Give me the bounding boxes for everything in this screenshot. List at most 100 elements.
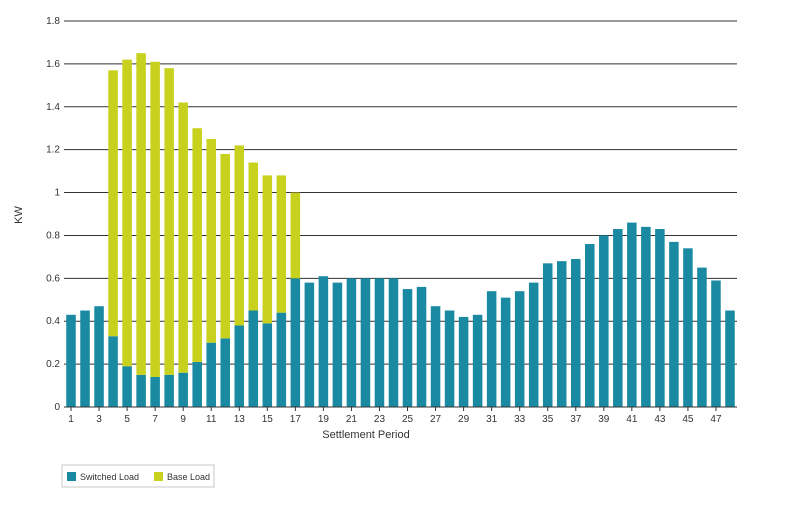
bar-switched-load-15 [262, 323, 273, 407]
bar-switched-load-36 [556, 261, 567, 407]
x-tick-label: 25 [402, 414, 414, 425]
bar-base-load-8 [164, 68, 174, 375]
x-tick-label: 47 [710, 414, 722, 425]
bar-switched-load-24 [388, 278, 399, 407]
legend-label-base-load: Base Load [167, 472, 210, 482]
bar-switched-load-32 [500, 297, 511, 407]
x-tick-label: 37 [570, 414, 582, 425]
bar-base-load-15 [262, 175, 273, 324]
x-axis-ticks: 1 3 5 7 9 11 13 15 17 19 21 23 25 27 29 31 33 35 37 39 41 43 4… [68, 407, 722, 425]
x-tick-label: 39 [598, 414, 610, 425]
bar-switched-load-40 [613, 229, 623, 407]
bar-switched-load-46 [697, 267, 707, 407]
bar-switched-load-21 [346, 278, 357, 407]
bar-base-load-13 [234, 145, 245, 326]
bar-switched-load-11 [206, 342, 216, 407]
y-tick-label: 0.6 [46, 273, 60, 284]
bar-switched-load-45 [683, 248, 693, 407]
bar-switched-load-27 [430, 306, 441, 407]
bar-base-load-10 [192, 128, 202, 362]
bar-switched-load-25 [402, 289, 413, 407]
legend-label-switched-load: Switched Load [80, 472, 139, 482]
bar-switched-load-2 [80, 310, 90, 407]
bar-switched-load-1 [66, 314, 76, 407]
bar-base-load-9 [178, 102, 188, 373]
y-tick-label: 0.8 [46, 230, 60, 241]
bar-switched-load-31 [486, 291, 497, 407]
bar-switched-load-47 [711, 280, 721, 407]
y-tick-label: 1.6 [46, 59, 60, 70]
x-tick-label: 23 [374, 414, 386, 425]
x-tick-label: 29 [458, 414, 470, 425]
bar-switched-load-35 [542, 263, 553, 407]
x-tick-label: 27 [430, 414, 442, 425]
y-tick-label: 0.2 [46, 359, 60, 370]
bar-base-load-7 [150, 61, 160, 377]
x-tick-label: 1 [68, 414, 74, 425]
bar-switched-load-22 [360, 278, 371, 407]
bar-switched-load-9 [178, 372, 188, 407]
legend-frame [61, 464, 215, 488]
x-tick-label: 15 [262, 414, 274, 425]
bar-switched-load-6 [136, 374, 146, 407]
y-axis-title: KW [13, 206, 25, 224]
x-tick-label: 5 [124, 414, 130, 425]
bar-switched-load-5 [122, 366, 132, 407]
x-axis-title: Settlement Period [322, 429, 409, 441]
y-tick-label: 1.4 [46, 102, 60, 113]
y-tick-label: 1 [54, 188, 60, 199]
legend: Switched Load Base Load [61, 464, 215, 488]
bars [66, 53, 735, 407]
bar-base-load-16 [276, 175, 287, 313]
bar-switched-load-44 [669, 241, 679, 407]
x-tick-label: 31 [486, 414, 498, 425]
x-tick-label: 19 [318, 414, 330, 425]
x-tick-label: 11 [206, 414, 217, 425]
x-tick-label: 35 [542, 414, 554, 425]
bar-switched-load-43 [655, 229, 665, 407]
x-tick-label: 43 [654, 414, 666, 425]
bar-switched-load-38 [585, 244, 595, 407]
x-tick-label: 9 [180, 414, 186, 425]
bar-base-load-11 [206, 138, 216, 343]
bar-switched-load-7 [150, 376, 160, 407]
bar-switched-load-10 [192, 361, 202, 407]
bar-base-load-17 [290, 192, 301, 279]
bar-switched-load-34 [528, 282, 539, 407]
bar-switched-load-19 [318, 276, 329, 407]
bar-switched-load-41 [627, 222, 637, 407]
x-tick-label: 17 [290, 414, 302, 425]
bar-switched-load-14 [248, 310, 259, 407]
bar-switched-load-20 [332, 282, 343, 407]
legend-swatch-switched-load [67, 472, 76, 481]
bar-switched-load-4 [108, 336, 118, 407]
legend-swatch-base-load [154, 472, 163, 481]
x-tick-label: 45 [682, 414, 694, 425]
x-tick-label: 33 [514, 414, 526, 425]
y-tick-label: 1.2 [46, 145, 60, 156]
bar-switched-load-39 [599, 235, 609, 407]
bar-switched-load-30 [472, 314, 483, 407]
y-tick-label: 0.4 [46, 316, 60, 327]
bar-switched-load-48 [725, 310, 735, 407]
y-tick-label: 0 [54, 402, 60, 413]
x-tick-label: 13 [234, 414, 246, 425]
bar-switched-load-37 [570, 259, 581, 407]
bar-switched-load-16 [276, 312, 287, 407]
x-tick-label: 7 [152, 414, 158, 425]
bar-switched-load-29 [458, 316, 469, 407]
bar-switched-load-13 [234, 325, 245, 407]
bar-switched-load-8 [164, 374, 174, 407]
bar-base-load-14 [248, 162, 259, 311]
bar-base-load-4 [108, 70, 118, 337]
bar-base-load-6 [136, 53, 146, 375]
bar-switched-load-42 [641, 226, 651, 407]
bar-switched-load-18 [304, 282, 315, 407]
x-tick-label: 41 [626, 414, 638, 425]
bar-switched-load-12 [220, 338, 230, 407]
x-tick-label: 3 [96, 414, 102, 425]
bar-switched-load-3 [94, 306, 104, 407]
bar-switched-load-23 [374, 278, 385, 407]
y-tick-label: 1.8 [46, 16, 60, 27]
